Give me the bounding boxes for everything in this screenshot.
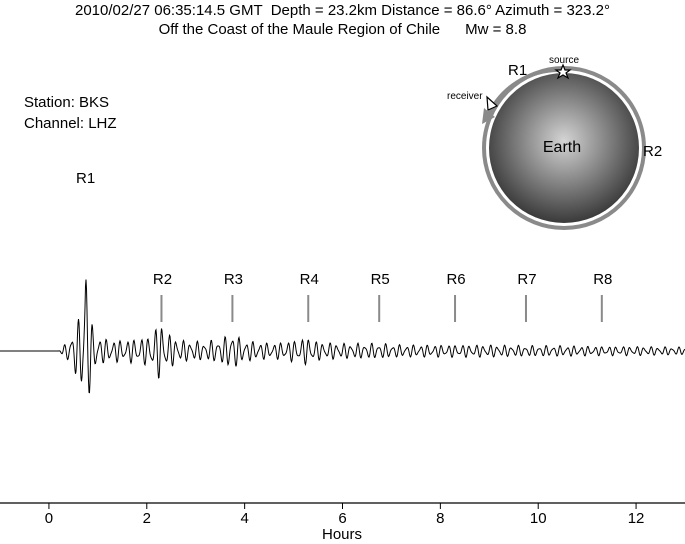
- phase-label-r8: R8: [593, 271, 612, 288]
- inset-receiver-label: receiver: [447, 91, 483, 102]
- phase-label-r5: R5: [371, 271, 390, 288]
- x-tick-label: 8: [436, 510, 444, 527]
- phase-label-r2: R2: [153, 271, 172, 288]
- receiver-triangle-icon: [486, 95, 499, 111]
- x-axis-ticks: 0 2 4 6 8 10 12: [45, 503, 645, 527]
- earth-circle: [489, 73, 639, 223]
- x-tick-label: 0: [45, 510, 53, 527]
- phase-label-r6: R6: [446, 271, 465, 288]
- r1-arrow-head: [482, 108, 495, 124]
- x-tick-label: 10: [530, 510, 547, 527]
- earth-inset-diagram: source receiver R1 R2 Earth: [447, 55, 662, 230]
- phase-markers: R1 R2 R3 R4 R5 R6 R7 R8: [76, 170, 612, 322]
- source-star-icon: [554, 63, 572, 80]
- x-axis-label: Hours: [322, 526, 362, 543]
- phase-label-r4: R4: [300, 271, 319, 288]
- x-tick-label: 2: [143, 510, 151, 527]
- channel-label: Channel: LHZ: [24, 115, 117, 132]
- inset-earth-label: Earth: [543, 139, 581, 156]
- phase-label-r1: R1: [76, 170, 95, 187]
- header-line-2: Off the Coast of the Maule Region of Chi…: [158, 21, 527, 38]
- x-tick-label: 6: [338, 510, 346, 527]
- x-tick-label: 12: [628, 510, 645, 527]
- x-tick-label: 4: [240, 510, 248, 527]
- header-line-1: 2010/02/27 06:35:14.5 GMT Depth = 23.2km…: [75, 2, 610, 19]
- seismogram-trace: [0, 279, 685, 394]
- inset-r1-label: R1: [508, 62, 527, 79]
- station-label: Station: BKS: [24, 94, 110, 111]
- inset-source-label: source: [549, 55, 579, 66]
- inset-r2-label: R2: [643, 143, 662, 160]
- phase-label-r3: R3: [224, 271, 243, 288]
- phase-label-r7: R7: [517, 271, 536, 288]
